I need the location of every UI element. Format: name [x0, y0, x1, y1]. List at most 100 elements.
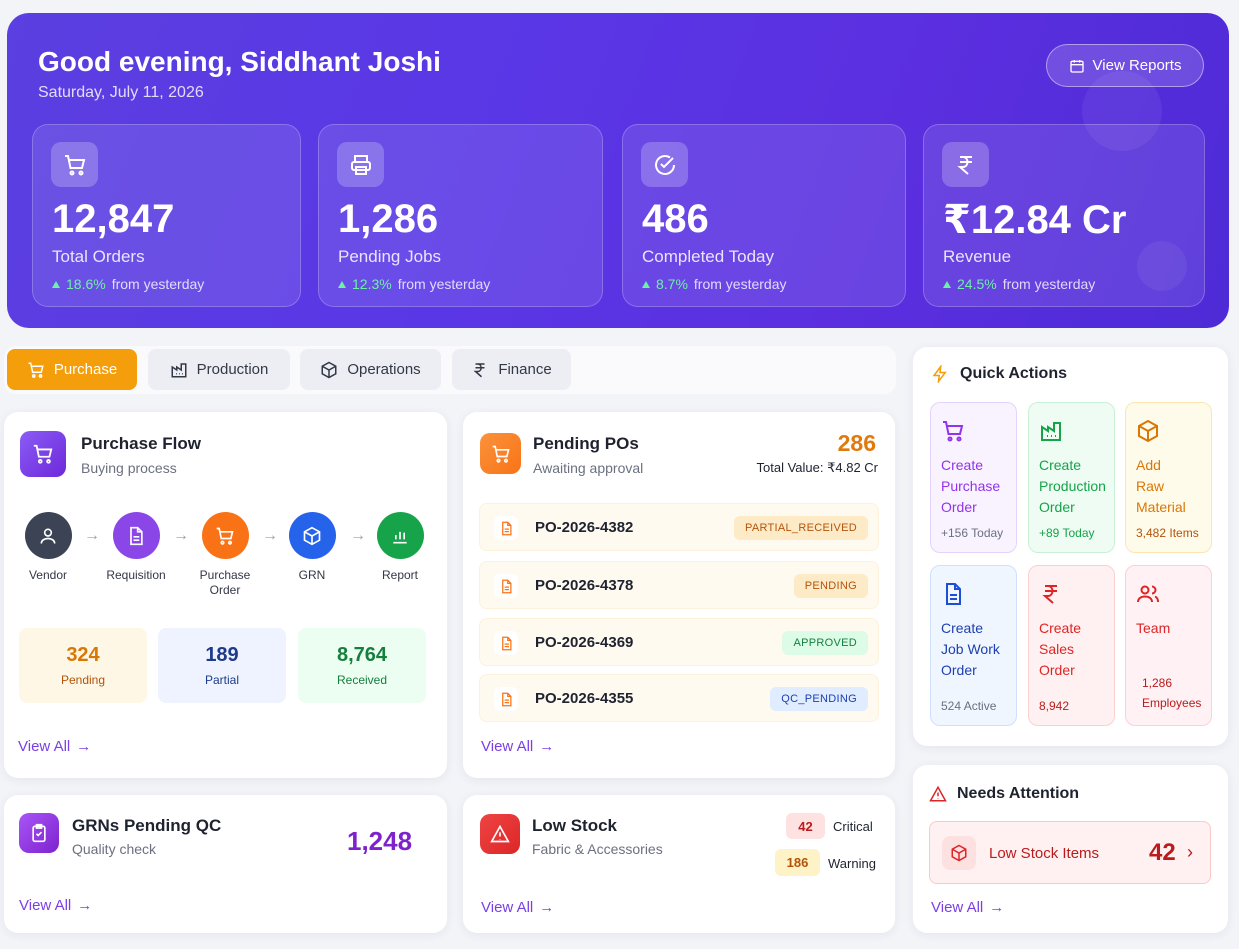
flow-step-label: Vendor: [28, 568, 68, 582]
po-row[interactable]: PO-2026-4382 PARTIAL_RECEIVED: [479, 503, 879, 551]
stat-card-pending-jobs[interactable]: 1,286 Pending Jobs 12.3% from yesterday: [318, 124, 603, 307]
box-icon: [1136, 419, 1201, 445]
quick-action-label: Team: [1136, 620, 1171, 636]
summary-pending[interactable]: 324 Pending: [19, 628, 147, 703]
low-stock-items-alert[interactable]: Low Stock Items 42 ›: [929, 821, 1211, 884]
up-arrow-icon: [642, 280, 650, 288]
current-date: Saturday, July 11, 2026: [38, 84, 204, 101]
summary-received[interactable]: 8,764 Received: [298, 628, 426, 703]
up-arrow-icon: [52, 280, 60, 288]
alert-count: 42: [1149, 839, 1176, 866]
critical-label: Critical: [833, 819, 873, 834]
po-row[interactable]: PO-2026-4378 PENDING: [479, 561, 879, 609]
grns-title: GRNs Pending QC: [72, 816, 222, 835]
flow-step-label: Purchase Order: [199, 568, 251, 597]
document-icon: [494, 687, 518, 711]
rupee-icon: [1039, 582, 1104, 608]
stat-card-completed-today[interactable]: 486 Completed Today 8.7% from yesterday: [622, 124, 906, 307]
stat-change: 8.7% from yesterday: [642, 276, 787, 292]
cart-icon: [20, 431, 66, 477]
tab-finance[interactable]: Finance: [452, 349, 571, 390]
flow-step-requisition[interactable]: Requisition: [91, 512, 181, 583]
needs-attention-view-all-link[interactable]: View All →: [931, 899, 1004, 916]
arrow-right-icon: →: [77, 897, 93, 914]
quick-action-add-raw-material[interactable]: Add Raw Material 3,482 Items: [1125, 402, 1212, 553]
grns-count: 1,248: [347, 826, 413, 856]
document-icon: [494, 574, 518, 598]
tab-label: Finance: [498, 361, 552, 378]
factory-icon: [170, 361, 188, 379]
summary-value: 324: [66, 644, 100, 666]
po-id: PO-2026-4382: [535, 519, 634, 536]
summary-partial[interactable]: 189 Partial: [158, 628, 286, 703]
tab-production[interactable]: Production: [148, 349, 290, 390]
view-all-label: View All: [18, 738, 71, 755]
quick-action-create-purchase-order[interactable]: Create Purchase Order +156 Today: [930, 402, 1017, 553]
view-reports-button[interactable]: View Reports: [1046, 44, 1204, 87]
pending-pos-view-all-link[interactable]: View All →: [481, 738, 554, 755]
stat-card-revenue[interactable]: ₹12.84 Cr Revenue 24.5% from yesterday: [923, 124, 1205, 307]
view-all-label: View All: [481, 899, 534, 916]
module-tab-bar: [4, 346, 896, 394]
po-row[interactable]: PO-2026-4355 QC_PENDING: [479, 674, 879, 722]
quick-action-sub: 524 Active: [941, 699, 997, 713]
users-icon: [24, 512, 72, 559]
tab-label: Production: [196, 361, 269, 378]
rupee-icon: [471, 361, 489, 379]
po-row[interactable]: PO-2026-4369 APPROVED: [479, 618, 879, 666]
flow-step-purchase-order[interactable]: Purchase Order: [180, 512, 270, 598]
flow-step-grn[interactable]: GRN: [267, 512, 357, 583]
stat-value: 486: [642, 197, 709, 241]
cart-icon: [51, 142, 98, 187]
cart-icon: [201, 512, 249, 559]
quick-action-create-job-work-order[interactable]: Create Job Work Order 524 Active: [930, 565, 1017, 726]
pending-pos-subtitle: Awaiting approval: [533, 460, 644, 476]
flow-step-label: Requisition: [106, 568, 166, 582]
summary-value: 189: [205, 644, 239, 666]
up-arrow-icon: [943, 280, 951, 288]
warning-icon: [929, 785, 947, 803]
tab-operations[interactable]: Operations: [300, 349, 441, 390]
tab-label: Operations: [347, 361, 421, 378]
purchase-flow-view-all-link[interactable]: View All →: [18, 738, 91, 755]
flow-step-report[interactable]: Report: [355, 512, 445, 583]
welcome-banner: Good evening, Siddhant Joshi Saturday, J…: [7, 13, 1229, 328]
flow-step-label: GRN: [298, 568, 326, 582]
arrow-right-icon: →: [989, 899, 1005, 916]
po-id: PO-2026-4378: [535, 577, 634, 594]
arrow-right-icon: →: [76, 738, 92, 755]
quick-action-create-production-order[interactable]: Create Production Order +89 Today: [1028, 402, 1115, 553]
quick-action-team[interactable]: Team 1,286 Employees: [1125, 565, 1212, 726]
stat-value: 1,286: [338, 197, 439, 241]
quick-action-label: Create Production Order: [1039, 457, 1106, 515]
quick-action-create-sales-order[interactable]: Create Sales Order 8,942: [1028, 565, 1115, 726]
document-icon: [112, 512, 160, 559]
cart-icon: [27, 361, 45, 379]
users-icon: [1136, 582, 1201, 608]
arrow-right-icon: →: [262, 527, 278, 544]
pending-pos-title: Pending POs: [533, 434, 639, 453]
stat-label: Pending Jobs: [338, 247, 442, 266]
status-badge: APPROVED: [782, 631, 868, 655]
low-stock-subtitle: Fabric & Accessories: [532, 841, 663, 857]
tab-purchase[interactable]: Purchase: [7, 349, 137, 390]
po-id: PO-2026-4355: [535, 690, 634, 707]
stat-change: 24.5% from yesterday: [943, 276, 1095, 292]
stat-label: Revenue: [943, 247, 1012, 266]
arrow-right-icon: →: [539, 738, 555, 755]
status-badge: PENDING: [793, 574, 868, 598]
pending-pos-total-value: Total Value: ₹4.82 Cr: [756, 460, 878, 475]
stat-card-total-orders[interactable]: 12,847 Total Orders 18.6% from yesterday: [32, 124, 301, 307]
alert-label: Low Stock Items: [989, 845, 1100, 862]
flow-step-vendor[interactable]: Vendor: [3, 512, 93, 583]
status-badge: QC_PENDING: [770, 687, 868, 711]
needs-attention-title: Needs Attention: [957, 785, 1080, 802]
grns-view-all-link[interactable]: View All →: [19, 897, 92, 914]
stat-label: Total Orders: [52, 247, 145, 266]
low-stock-view-all-link[interactable]: View All →: [481, 899, 554, 916]
summary-label: Partial: [204, 673, 239, 687]
stat-value: 12,847: [52, 197, 175, 241]
view-reports-label: View Reports: [1092, 57, 1182, 74]
pending-pos-count: 286: [837, 430, 876, 456]
warning-icon: [480, 814, 520, 854]
